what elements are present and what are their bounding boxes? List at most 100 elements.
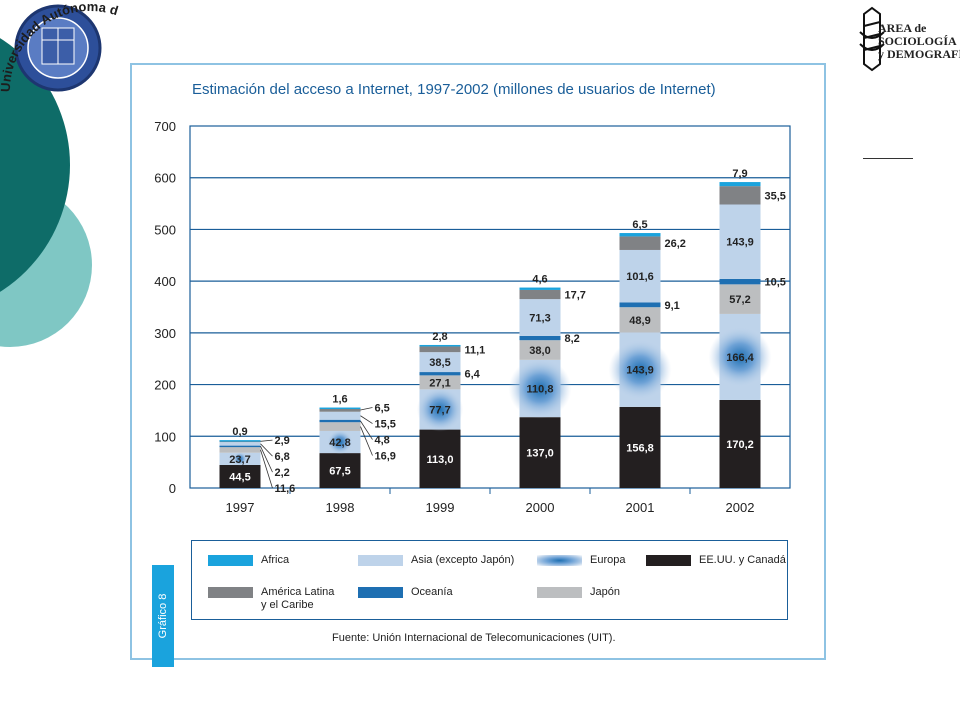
plot-area	[189, 125, 791, 489]
bar-segment	[419, 346, 461, 353]
y-tick-label: 400	[154, 274, 176, 289]
x-tick-label: 2002	[726, 500, 755, 515]
data-label: 11,6	[275, 483, 296, 495]
bar-segment	[519, 289, 561, 300]
data-label: 137,0	[526, 448, 554, 460]
data-label: 27,1	[429, 377, 450, 389]
y-tick-label: 0	[169, 481, 176, 496]
label-leader	[360, 407, 373, 411]
bar-segment	[519, 335, 561, 341]
x-tick-label: 1998	[326, 500, 355, 515]
data-label: 110,8	[527, 384, 554, 396]
data-label: 6,5	[632, 219, 647, 231]
data-label: 156,8	[626, 442, 654, 454]
label-leader	[260, 443, 273, 457]
bar-segment	[319, 422, 361, 431]
data-label: 9,1	[665, 300, 680, 312]
data-label: 6,5	[375, 403, 390, 415]
data-label: 8,2	[565, 333, 580, 345]
bar-glow	[327, 429, 353, 455]
bar-segment	[719, 278, 761, 285]
bar-segment	[219, 442, 261, 446]
bar-segment	[219, 440, 261, 442]
bar-segment	[319, 408, 361, 412]
legend-label: Oceanía	[411, 586, 453, 598]
data-label: 38,0	[529, 345, 550, 357]
data-label: 6,4	[465, 369, 481, 381]
data-label: 44,5	[229, 471, 250, 483]
x-tick-label: 1997	[226, 500, 255, 515]
bar-segment	[219, 446, 261, 453]
chart-title: Estimación del acceso a Internet, 1997-2…	[192, 81, 716, 98]
data-label: 48,9	[629, 315, 650, 327]
logo-line-3: y DEMOGRAFÍA	[878, 47, 960, 61]
bar-segment	[219, 445, 261, 448]
y-tick-label: 100	[154, 429, 176, 444]
data-label: 38,5	[429, 357, 450, 369]
x-tick-label: 2001	[626, 500, 655, 515]
bar-segment	[519, 287, 561, 290]
bar-segment	[619, 302, 661, 308]
bar-segment	[719, 186, 761, 205]
bar-glow	[708, 326, 772, 387]
data-label: 143,9	[726, 237, 754, 249]
data-label: 67,5	[329, 466, 350, 478]
data-label: 2,8	[432, 331, 447, 343]
label-leader	[360, 420, 373, 440]
legend-label: EE.UU. y Canadá	[699, 554, 786, 566]
bar-segment	[219, 464, 261, 488]
legend-swatch	[646, 555, 691, 566]
data-label: 2,9	[275, 435, 290, 447]
y-tick-label: 300	[154, 326, 176, 341]
data-label: 113,0	[427, 454, 454, 466]
data-label: 6,8	[275, 451, 290, 463]
data-label: 1,6	[332, 394, 347, 406]
bar-segment	[719, 284, 761, 314]
x-tick-label: 2000	[526, 500, 555, 515]
data-label: 35,5	[765, 190, 786, 202]
logo-line-1: AREA de	[878, 21, 927, 35]
legend-swatch	[358, 587, 403, 598]
decorative-circle-dark	[0, 38, 70, 292]
data-label: 77,7	[429, 404, 450, 416]
y-tick-label: 200	[154, 378, 176, 393]
bar-segment	[419, 429, 461, 488]
bar-segment	[519, 299, 561, 336]
data-label: 4,8	[375, 435, 390, 447]
divider-line	[863, 158, 913, 159]
legend-item: EE.UU. y Canadá	[646, 554, 786, 567]
legend-item: Europa	[537, 554, 625, 567]
logo-line-2: SOCIOLOGÍA	[878, 34, 957, 48]
bar-segment	[619, 406, 661, 488]
data-label: 10,5	[765, 277, 786, 289]
bar-glow	[232, 452, 248, 466]
y-tick-label: 700	[154, 119, 176, 134]
data-label: 7,9	[732, 168, 747, 180]
y-tick-label: 600	[154, 171, 176, 186]
data-label: 101,6	[626, 271, 654, 283]
bar-segment	[319, 419, 361, 423]
chart-legend: Africa Asia (excepto Japón) Europa EE.UU. y…	[191, 540, 788, 620]
bar-segment	[719, 399, 761, 488]
data-label: 26,2	[665, 238, 686, 250]
data-label: 11,1	[465, 344, 486, 356]
data-label: 0,9	[232, 426, 247, 438]
bar-segment	[719, 182, 761, 187]
source-note: Fuente: Unión Internacional de Telecomun…	[332, 632, 616, 644]
bar-segment	[719, 204, 761, 279]
data-label: 166,4	[726, 352, 754, 364]
bar-segment	[419, 352, 461, 373]
bar-segment	[519, 417, 561, 488]
legend-swatch	[537, 555, 582, 566]
data-label: 16,9	[375, 451, 396, 463]
data-label: 57,2	[729, 294, 750, 306]
data-label: 170,2	[726, 439, 754, 451]
label-leader	[360, 426, 373, 456]
legend-label: América Latina y el Caribe	[261, 586, 335, 611]
university-seal	[14, 4, 102, 92]
legend-label: Asia (excepto Japón)	[411, 554, 515, 566]
bar-segment	[619, 236, 661, 250]
y-tick-label: 500	[154, 222, 176, 237]
